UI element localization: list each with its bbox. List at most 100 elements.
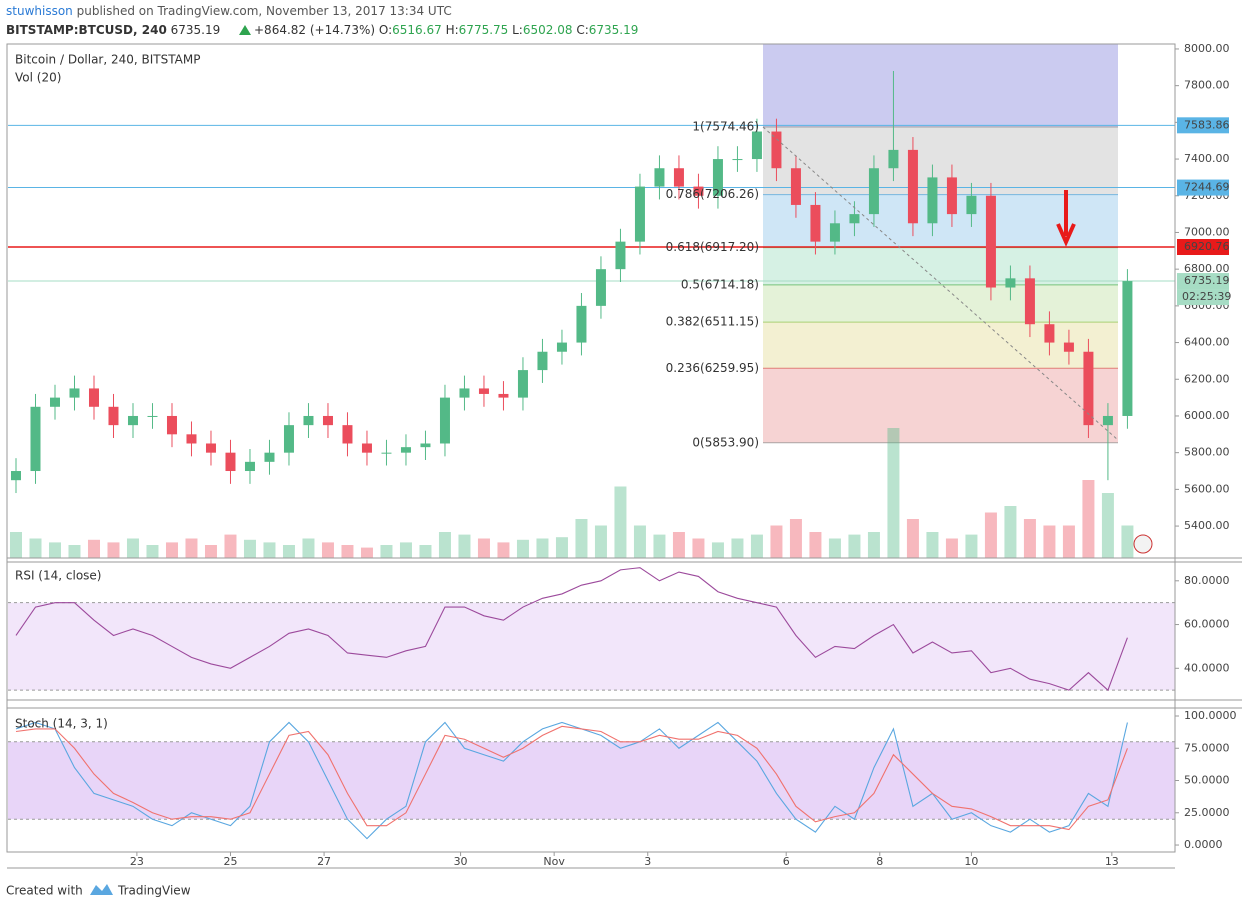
candle-body	[498, 393, 509, 398]
volume-bar	[477, 538, 490, 558]
candle-body	[985, 195, 996, 288]
y-tick-label: 7400.00	[1184, 152, 1230, 165]
band	[8, 741, 1175, 820]
candle-body	[771, 131, 782, 169]
tradingview-logo[interactable]	[90, 884, 113, 895]
volume-bar	[867, 532, 880, 558]
x-tick-label: 10	[964, 855, 978, 868]
fib-band	[763, 322, 1118, 369]
candle-body	[147, 415, 158, 417]
x-tick-label: Nov	[543, 855, 565, 868]
volume-bar	[1121, 525, 1134, 558]
price-label-box	[1177, 117, 1229, 134]
volume-bar	[380, 545, 393, 558]
candle-body	[751, 131, 762, 160]
candle-body	[420, 443, 431, 448]
h-label: H:	[446, 23, 459, 37]
fib-label: 0(5853.90)	[692, 435, 759, 449]
volume-bar	[653, 534, 666, 558]
volume-bar	[516, 539, 529, 558]
price-label-box	[1177, 179, 1229, 196]
fib-label: 0.786(7206.26)	[666, 187, 759, 201]
candle-body	[244, 461, 255, 472]
candle-body	[888, 149, 899, 169]
volume-bar	[146, 545, 159, 558]
volume-bar	[282, 545, 295, 558]
volume-bar	[438, 532, 451, 558]
candle-body	[1044, 324, 1055, 343]
volume-bar	[419, 545, 432, 558]
red-arrow	[1056, 190, 1076, 247]
fib-trend-line	[762, 126, 1119, 441]
o-label: O:	[379, 23, 392, 37]
volume-bar	[1043, 525, 1056, 558]
candle-body	[829, 223, 840, 242]
y-tick-label: 75.0000	[1184, 741, 1230, 754]
o-value: 6516.67	[392, 23, 442, 37]
volume-bar	[68, 545, 81, 558]
x-tick-label: 23	[130, 855, 144, 868]
fib-band	[763, 127, 1118, 195]
flag-icon[interactable]	[1133, 534, 1153, 554]
candle-body	[673, 168, 684, 187]
y-tick-label: 5400.00	[1184, 519, 1230, 532]
fib-label: 0.382(6511.15)	[666, 315, 759, 329]
volume-bar	[672, 532, 685, 558]
candle-body	[966, 195, 977, 215]
volume-bar	[536, 538, 549, 558]
candle-body	[10, 471, 21, 481]
price-label-box	[1177, 239, 1229, 256]
candle-body	[654, 168, 665, 187]
volume-bar	[302, 538, 315, 558]
candle-body	[322, 415, 333, 426]
stoch-title: Stoch (14, 3, 1)	[15, 717, 108, 731]
candle-body	[1122, 281, 1133, 416]
candle-body	[361, 443, 372, 453]
fib-label: 0.618(6917.20)	[666, 240, 759, 254]
candle-body	[30, 406, 41, 472]
x-tick-label: 30	[454, 855, 468, 868]
candle-body	[576, 305, 587, 343]
y-tick-label: 8000.00	[1184, 42, 1230, 55]
candle-body	[868, 168, 879, 215]
volume-bar	[906, 519, 919, 558]
author[interactable]: stuwhisson	[6, 4, 73, 18]
fib-band	[763, 247, 1118, 285]
candle-body	[907, 149, 918, 224]
candle-body	[459, 388, 470, 398]
tradingview-link[interactable]: TradingView	[117, 884, 191, 898]
volume-title: Vol (20)	[15, 71, 61, 85]
y-tick-label: 40.0000	[1184, 661, 1230, 674]
indicator-line	[15, 721, 1128, 840]
volume-bar	[1062, 525, 1075, 558]
c-label: C:	[576, 23, 588, 37]
candle-body	[1083, 351, 1094, 426]
candle-body	[615, 241, 626, 270]
h-value: 6775.75	[459, 23, 509, 37]
volume-bar	[1023, 519, 1036, 558]
countdown-box	[1177, 289, 1229, 306]
volume-bar	[185, 538, 198, 558]
ohlc-line: +864.82 (+14.73%) O:6516.67 H:6775.75 L:…	[254, 23, 638, 37]
y-tick-label: 5800.00	[1184, 446, 1230, 459]
published: published on TradingView.com, November 1…	[77, 4, 452, 18]
volume-bar	[750, 534, 763, 558]
fib-label: 0.236(6259.95)	[666, 361, 759, 375]
indicator-line	[15, 725, 1128, 831]
candle-body	[283, 425, 294, 453]
volume-bar	[321, 542, 334, 558]
c-value: 6735.19	[589, 23, 639, 37]
symbol: BITSTAMP:BTCUSD, 240	[6, 23, 167, 37]
volume-bar	[945, 538, 958, 558]
candle-body	[849, 214, 860, 224]
volume-bar	[594, 525, 607, 558]
y-tick-label: 6200.00	[1184, 372, 1230, 385]
candle-body	[537, 351, 548, 371]
price-label: 7244.69	[1184, 181, 1230, 194]
symbol-line: BITSTAMP:BTCUSD, 240 6735.19	[6, 23, 220, 37]
volume-bar	[984, 512, 997, 558]
x-tick-label: 25	[223, 855, 237, 868]
x-tick-label: 27	[317, 855, 331, 868]
candle-body	[556, 342, 567, 352]
volume-bar	[692, 538, 705, 558]
